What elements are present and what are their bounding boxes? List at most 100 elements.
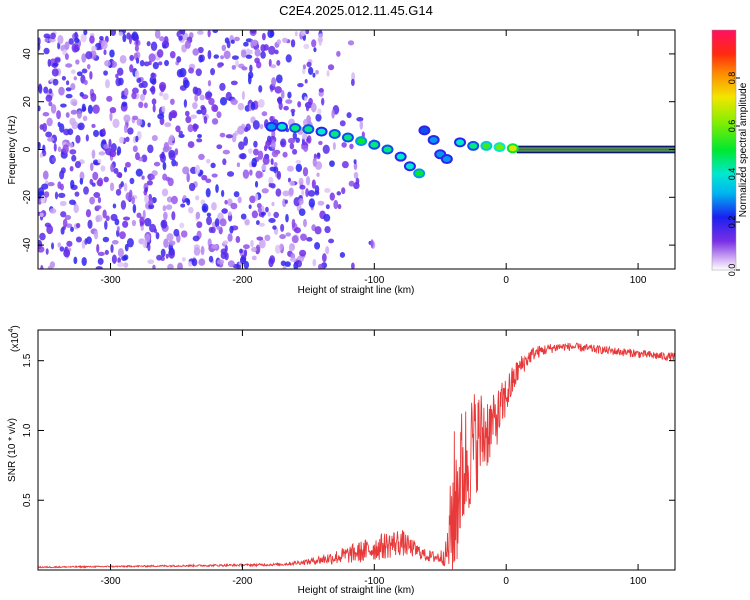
noise-speckle: [255, 220, 260, 226]
noise-speckle: [268, 257, 274, 268]
noise-speckle: [185, 116, 192, 124]
noise-speckle: [255, 170, 263, 179]
noise-speckle: [97, 196, 102, 204]
noise-speckle: [167, 263, 174, 269]
noise-speckle: [106, 95, 113, 102]
noise-speckle: [269, 116, 274, 123]
noise-speckle: [239, 153, 247, 160]
noise-speckle: [140, 93, 146, 102]
noise-speckle: [247, 74, 252, 85]
colorbar-tick-label: 0.6: [727, 120, 737, 133]
noise-speckle: [178, 35, 183, 41]
noise-speckle: [298, 198, 304, 205]
noise-speckle: [99, 36, 104, 41]
noise-speckle: [307, 190, 316, 197]
noise-speckle: [205, 178, 212, 183]
noise-speckle: [196, 109, 203, 115]
snr-y-multiplier: (x104): [8, 325, 21, 352]
noise-speckle: [311, 39, 317, 48]
noise-speckle: [197, 134, 202, 139]
noise-speckle: [280, 138, 287, 148]
noise-speckle: [101, 40, 108, 50]
noise-speckle: [180, 230, 188, 238]
noise-speckle: [116, 67, 124, 76]
noise-speckle: [306, 61, 312, 68]
noise-speckle: [249, 195, 256, 204]
noise-speckle: [39, 232, 46, 241]
noise-speckle: [250, 101, 256, 111]
noise-speckle: [178, 133, 185, 138]
signal-point: [277, 123, 286, 130]
noise-speckle: [91, 149, 96, 159]
noise-speckle: [314, 226, 322, 235]
snr-y-tick-label: 1.5: [22, 353, 33, 367]
noise-speckle: [156, 254, 163, 261]
noise-speckle: [252, 39, 258, 44]
noise-speckle: [70, 83, 76, 91]
noise-speckle: [90, 92, 97, 102]
noise-speckle: [261, 32, 266, 41]
noise-speckle: [294, 227, 301, 234]
noise-speckle: [139, 60, 145, 67]
noise-speckle: [140, 225, 144, 231]
noise-speckle: [122, 33, 127, 43]
noise-speckle: [122, 216, 131, 221]
noise-speckle: [128, 189, 133, 199]
spectrogram-y-tick-label: 0: [22, 146, 33, 152]
noise-speckle: [280, 89, 285, 99]
noise-speckle: [141, 175, 145, 180]
noise-speckle: [87, 219, 93, 229]
noise-speckle: [50, 242, 55, 250]
noise-speckle: [56, 110, 61, 120]
noise-speckle: [89, 162, 94, 172]
noise-speckle: [86, 63, 91, 70]
noise-speckle: [286, 165, 294, 172]
noise-speckle: [282, 151, 288, 158]
noise-speckle: [301, 67, 306, 75]
noise-speckle: [152, 103, 156, 113]
noise-speckle: [173, 228, 180, 237]
noise-speckle: [161, 151, 165, 159]
noise-speckle: [261, 111, 268, 117]
noise-speckle: [268, 58, 272, 67]
noise-speckle: [52, 78, 59, 86]
noise-speckle: [297, 83, 304, 88]
noise-speckle: [134, 69, 140, 79]
noise-speckle: [250, 30, 257, 34]
noise-speckle: [168, 135, 175, 142]
noise-speckle: [85, 134, 89, 142]
noise-speckle: [58, 86, 65, 96]
noise-speckle: [201, 174, 208, 181]
noise-speckle: [116, 171, 123, 178]
noise-speckle: [132, 115, 139, 121]
noise-speckle: [307, 66, 314, 75]
noise-speckle: [353, 159, 357, 164]
noise-speckle: [216, 259, 225, 265]
noise-speckle: [147, 259, 155, 265]
noise-speckle: [59, 200, 67, 207]
noise-speckle: [143, 61, 150, 67]
noise-speckle: [292, 148, 298, 155]
snr-series-line: [38, 342, 675, 570]
noise-speckle: [216, 111, 222, 119]
snr-y-multiplier-close: ): [10, 325, 21, 328]
noise-speckle: [47, 137, 55, 142]
noise-speckle: [95, 266, 103, 269]
noise-speckle: [75, 223, 81, 229]
noise-speckle: [224, 199, 228, 205]
noise-speckle: [64, 248, 70, 257]
noise-speckle: [52, 156, 57, 163]
noise-speckle: [135, 57, 140, 64]
noise-speckle: [308, 97, 313, 106]
noise-speckle: [324, 188, 331, 193]
noise-speckle: [50, 32, 56, 40]
noise-speckle: [176, 56, 182, 63]
noise-speckle: [249, 64, 253, 73]
noise-speckle: [314, 242, 321, 250]
noise-speckle: [92, 171, 99, 181]
noise-speckle: [302, 167, 309, 177]
signal-point: [469, 142, 478, 149]
noise-speckle: [40, 194, 46, 204]
noise-speckle: [82, 115, 88, 122]
noise-speckle: [287, 177, 292, 183]
